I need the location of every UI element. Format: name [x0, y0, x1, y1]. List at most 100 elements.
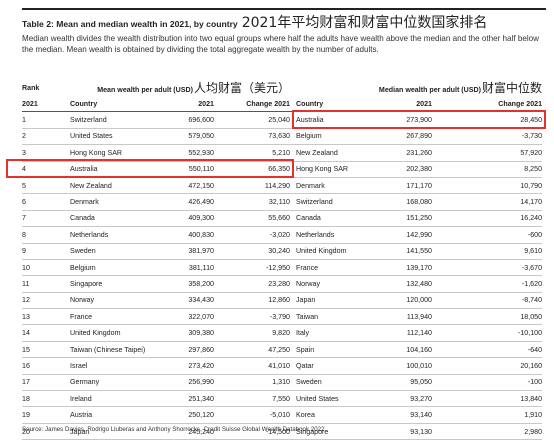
- median-group-header: Median wealth per adult (USD)财富中位数: [290, 79, 542, 96]
- cell: 47,250: [214, 341, 290, 359]
- cell: 245,240: [170, 423, 214, 441]
- cell: Japan: [290, 292, 390, 310]
- top-rule: [22, 8, 546, 10]
- cell: 95,050: [390, 374, 432, 392]
- cell: 139,170: [390, 259, 432, 277]
- cell: 171,170: [390, 177, 432, 195]
- cell: Taiwan: [290, 308, 390, 326]
- cell: 309,380: [170, 324, 214, 342]
- cell: Sweden: [70, 243, 170, 260]
- cell: 12,860: [214, 292, 290, 310]
- cell: Canada: [290, 210, 390, 228]
- cell: United States: [290, 390, 390, 408]
- cell: New Zealand: [290, 144, 390, 162]
- cell: -12,950: [214, 259, 290, 277]
- table-row: 13 France 322,070 -3,790 Taiwan 113,940 18,050: [22, 308, 543, 326]
- cell: Taiwan (Chinese Taipei): [70, 341, 170, 359]
- cell: Switzerland: [290, 193, 390, 211]
- cell: 25,040: [214, 111, 290, 129]
- table-row: 2 United States 579,050 73,630 Belgium 267,89…: [22, 128, 543, 146]
- cell: Netherlands: [70, 226, 170, 244]
- table-row: 3 Hong Kong SAR 552,930 5,210 New Zealand 231…: [22, 144, 543, 162]
- cell: Israel: [70, 357, 170, 375]
- cell: 696,600: [170, 111, 214, 129]
- cell: 250,120: [170, 406, 214, 424]
- table-row: 5 New Zealand 472,150 114,290 Denmark 171,170…: [22, 177, 543, 195]
- cell: -14,500: [214, 423, 290, 441]
- table-row: 10 Belgium 381,110 -12,950 France 139,170 -3,6…: [22, 259, 543, 277]
- cell: Singapore: [70, 275, 170, 293]
- header-row: Rank Mean wealth per adult (USD)人均财富（美元） M…: [22, 79, 542, 96]
- cell: 267,890: [390, 128, 432, 146]
- cell: 1,910: [432, 406, 543, 424]
- cell: 273,420: [170, 357, 214, 375]
- cell: 2,980: [432, 423, 543, 441]
- cell: 7,550: [214, 390, 290, 408]
- table-row: 4 Australia 550,110 66,350 Hong Kong SAR 202,…: [22, 161, 543, 178]
- cell: 6: [22, 193, 70, 211]
- cell: 8: [22, 226, 70, 244]
- column-header: 2021: [22, 96, 70, 113]
- column-header: Change 2021: [214, 96, 290, 113]
- cell: Spain: [290, 341, 390, 359]
- cell: 7: [22, 210, 70, 228]
- cell: 409,300: [170, 210, 214, 228]
- title-cn: 2021年平均财富和财富中位数国家排名: [241, 15, 488, 31]
- cell: 256,990: [170, 374, 214, 392]
- cell: 322,070: [170, 308, 214, 326]
- cell: 41,010: [214, 357, 290, 375]
- table-row: 15 Taiwan (Chinese Taipei) 297,860 47,250 Sp…: [22, 341, 543, 359]
- cell: 18: [22, 390, 70, 408]
- cell: Germany: [70, 374, 170, 392]
- cell: 16: [22, 357, 70, 375]
- cell: United Kingdom: [290, 243, 390, 260]
- cell: Denmark: [70, 193, 170, 211]
- cell: 30,240: [214, 243, 290, 260]
- cell: 10,790: [432, 177, 543, 195]
- cell: 13: [22, 308, 70, 326]
- cell: 114,290: [214, 177, 290, 195]
- cell: 23,280: [214, 275, 290, 293]
- table-row: 9 Sweden 381,970 30,240 United Kingdom 141,55…: [22, 243, 543, 260]
- cell: Italy: [290, 324, 390, 342]
- wealth-table: Rank Mean wealth per adult (USD)人均财富（美元） M…: [22, 79, 543, 441]
- cell: Denmark: [290, 177, 390, 195]
- cell: 19: [22, 406, 70, 424]
- cell: 55,660: [214, 210, 290, 228]
- cell: -5,010: [214, 406, 290, 424]
- cell: 11: [22, 275, 70, 293]
- source: Source: James Davies, Rodrigo Lluberas a…: [22, 426, 325, 433]
- cell: France: [290, 259, 390, 277]
- title: Table 2: Mean and median wealth in 2021,…: [22, 19, 238, 29]
- cell: 2: [22, 128, 70, 146]
- cell: 1: [22, 111, 70, 129]
- cell: 100,010: [390, 357, 432, 375]
- cell: 251,340: [170, 390, 214, 408]
- cell: Singapore: [290, 423, 390, 441]
- cell: -640: [432, 341, 543, 359]
- cell: 1,310: [214, 374, 290, 392]
- table-row: 6 Denmark 426,490 32,110 Switzerland 168,080 1…: [22, 193, 543, 211]
- cell: -8,740: [432, 292, 543, 310]
- column-header-row: 2021 Country 2021 Change 2021 Country 2021 Cha…: [22, 96, 543, 113]
- table-row: 19 Austria 250,120 -5,010 Korea 93,140 1,910: [22, 406, 543, 424]
- highlight-box: [6, 159, 294, 179]
- table-row: 7 Canada 409,300 55,660 Canada 151,250 16,240: [22, 210, 543, 228]
- cell: 14: [22, 324, 70, 342]
- table-row: 11 Singapore 358,200 23,280 Norway 132,480 -1,…: [22, 275, 543, 293]
- cell: Norway: [70, 292, 170, 310]
- column-header: 2021: [170, 96, 214, 113]
- cell: Canada: [70, 210, 170, 228]
- cell: 15: [22, 341, 70, 359]
- cell: Hong Kong SAR: [290, 161, 390, 178]
- cell: 104,160: [390, 341, 432, 359]
- cell: 17: [22, 374, 70, 392]
- table-row: 17 Germany 256,990 1,310 Sweden 95,050 -100: [22, 374, 543, 392]
- cell: -3,020: [214, 226, 290, 244]
- cell: Netherlands: [290, 226, 390, 244]
- cell: 231,260: [390, 144, 432, 162]
- cell: 472,150: [170, 177, 214, 195]
- cell: 5: [22, 177, 70, 195]
- cell: 132,480: [390, 275, 432, 293]
- cell: 9,610: [432, 243, 543, 260]
